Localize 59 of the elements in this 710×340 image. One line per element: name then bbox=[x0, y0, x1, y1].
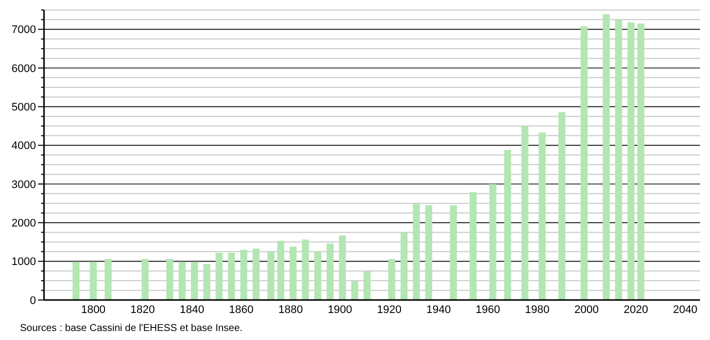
bar bbox=[521, 126, 528, 300]
x-tick-label: 1840 bbox=[180, 304, 204, 316]
bar bbox=[277, 240, 284, 300]
bar bbox=[216, 252, 223, 300]
bar bbox=[558, 112, 566, 300]
x-tick-label: 1940 bbox=[426, 304, 451, 316]
bar bbox=[326, 244, 334, 300]
x-tick-label: 1800 bbox=[81, 304, 106, 316]
bar bbox=[290, 246, 297, 300]
x-tick-label: 2000 bbox=[574, 304, 599, 316]
bar bbox=[538, 132, 546, 300]
bar bbox=[252, 248, 260, 300]
bar bbox=[314, 251, 322, 300]
y-tick-label: 4000 bbox=[12, 140, 36, 152]
bar bbox=[228, 252, 235, 300]
x-tick-label: 2040 bbox=[672, 304, 698, 316]
bar bbox=[351, 281, 358, 300]
bar bbox=[470, 192, 477, 300]
x-tick-label: 2020 bbox=[624, 304, 648, 316]
bar bbox=[267, 251, 274, 300]
bar bbox=[90, 262, 97, 300]
bar bbox=[450, 205, 457, 300]
bar bbox=[425, 205, 432, 300]
bar bbox=[615, 19, 622, 300]
bar bbox=[489, 184, 496, 300]
bar bbox=[388, 259, 396, 300]
x-tick-label: 1860 bbox=[229, 304, 254, 316]
x-tick-label: 1880 bbox=[278, 304, 303, 316]
bar bbox=[338, 235, 346, 300]
bar bbox=[142, 259, 149, 300]
y-tick-label: 2000 bbox=[12, 218, 36, 230]
bar bbox=[400, 232, 408, 300]
y-tick-label: 1000 bbox=[12, 256, 36, 268]
y-tick-label: 3000 bbox=[12, 178, 36, 191]
source-note: Sources : base Cassini de l'EHESS et base Insee. bbox=[20, 323, 243, 334]
x-tick-label: 1900 bbox=[328, 304, 352, 316]
bar bbox=[637, 24, 644, 300]
bar bbox=[104, 259, 112, 300]
bar bbox=[240, 250, 248, 300]
bar bbox=[166, 259, 174, 300]
bar bbox=[602, 14, 610, 300]
x-tick-label: 1980 bbox=[524, 304, 550, 316]
bar bbox=[364, 271, 371, 300]
y-tick-label: 0 bbox=[30, 294, 36, 307]
bar bbox=[504, 150, 512, 300]
x-tick-label: 1820 bbox=[130, 304, 155, 316]
y-tick-label: 6000 bbox=[12, 62, 36, 75]
bar bbox=[580, 26, 588, 300]
bar bbox=[203, 264, 210, 300]
bar bbox=[412, 204, 420, 300]
x-tick-label: 1960 bbox=[476, 304, 500, 316]
y-tick-label: 5000 bbox=[12, 102, 36, 114]
bar bbox=[178, 262, 186, 300]
y-tick-label: 7000 bbox=[12, 24, 36, 36]
x-tick-label: 1920 bbox=[377, 304, 402, 316]
bar bbox=[72, 262, 80, 300]
bar bbox=[627, 22, 634, 300]
bar bbox=[190, 262, 198, 300]
bar bbox=[302, 239, 309, 300]
